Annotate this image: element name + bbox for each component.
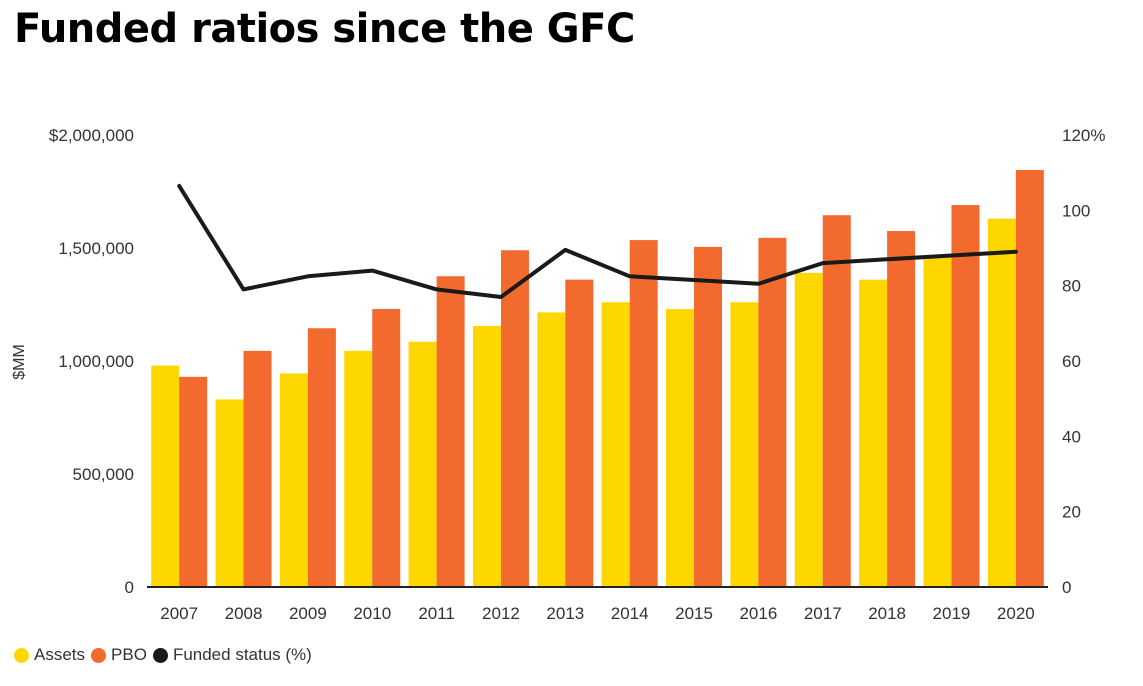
bar-pbo-2010	[372, 309, 401, 587]
x-tick-label: 2007	[160, 604, 198, 623]
y-left-tick-label: 0	[125, 578, 134, 597]
axes-group: 0 500,000 1,000,000 1,500,000 $2,000,000 0 20 4…	[11, 126, 1105, 623]
y-left-tick-label: $2,000,000	[49, 126, 134, 145]
bar-pbo-2015	[694, 246, 723, 587]
legend-swatch-pbo	[91, 647, 107, 663]
bar-assets-2010	[344, 350, 373, 587]
bar-assets-2011	[408, 341, 437, 587]
funded-status-line-group	[177, 183, 1018, 299]
funded-status-line	[177, 183, 1018, 299]
bar-pbo-2018	[887, 231, 916, 588]
legend-item-assets: Assets	[14, 645, 85, 665]
bar-pbo-2007	[179, 376, 208, 587]
x-tick-label: 2020	[997, 604, 1035, 623]
bar-pbo-2019	[951, 205, 980, 587]
y-axis-label: $MM	[11, 344, 28, 380]
legend-item-funded: Funded status (%)	[152, 645, 312, 665]
bar-assets-2018	[859, 279, 888, 587]
bar-assets-2017	[794, 272, 823, 587]
bar-assets-2013	[537, 312, 566, 587]
bar-pbo-2013	[565, 279, 594, 587]
bar-assets-2007	[151, 365, 180, 587]
y-left-tick-label: 1,000,000	[58, 352, 134, 371]
x-tick-label: 2010	[353, 604, 391, 623]
x-tick-label: 2015	[675, 604, 713, 623]
x-tick-label: 2017	[804, 604, 842, 623]
legend-label-funded: Funded status (%)	[172, 645, 312, 664]
x-tick-label: 2019	[933, 604, 971, 623]
x-tick-label: 2008	[225, 604, 263, 623]
bar-assets-2012	[472, 325, 501, 587]
x-tick-label: 2009	[289, 604, 327, 623]
bar-pbo-2014	[629, 240, 658, 587]
y-left-tick-label: 500,000	[73, 465, 134, 484]
x-tick-label: 2014	[611, 604, 649, 623]
bar-pbo-2009	[307, 328, 336, 587]
y-right-tick-label: 20	[1062, 503, 1081, 522]
y-right-tick-label: 80	[1062, 277, 1081, 296]
bar-assets-2014	[601, 302, 630, 587]
bar-pbo-2008	[243, 350, 272, 587]
bar-pbo-2020	[1015, 170, 1044, 587]
legend-swatch-funded	[152, 647, 168, 663]
legend-item-pbo: PBO	[91, 645, 147, 665]
chart-title: Funded ratios since the GFC	[14, 6, 635, 52]
legend: Assets PBO Funded status (%)	[14, 645, 318, 665]
y-right-tick-label: 60	[1062, 352, 1081, 371]
x-tick-label: 2018	[868, 604, 906, 623]
y-right-tick-label: 120%	[1062, 126, 1105, 145]
bar-pbo-2012	[500, 250, 529, 587]
bar-assets-2015	[666, 309, 695, 587]
bar-assets-2008	[215, 399, 244, 587]
bar-pbo-2011	[436, 276, 465, 587]
x-tick-label: 2012	[482, 604, 520, 623]
y-right-tick-label: 0	[1062, 578, 1071, 597]
bar-assets-2016	[730, 302, 759, 587]
y-right-tick-label: 40	[1062, 427, 1081, 446]
x-tick-label: 2013	[546, 604, 584, 623]
legend-label-pbo: PBO	[111, 645, 147, 664]
bar-pbo-2016	[758, 237, 787, 587]
bar-pbo-2017	[822, 215, 851, 588]
bar-group	[151, 170, 1044, 588]
x-tick-label: 2016	[739, 604, 777, 623]
y-left-tick-label: 1,500,000	[58, 239, 134, 258]
bar-assets-2020	[987, 218, 1016, 587]
y-right-tick-label: 100	[1062, 201, 1090, 220]
x-tick-label: 2011	[418, 604, 455, 623]
bar-assets-2019	[923, 257, 952, 587]
legend-label-assets: Assets	[34, 645, 86, 664]
bar-assets-2009	[279, 373, 308, 587]
legend-swatch-assets	[14, 647, 29, 663]
